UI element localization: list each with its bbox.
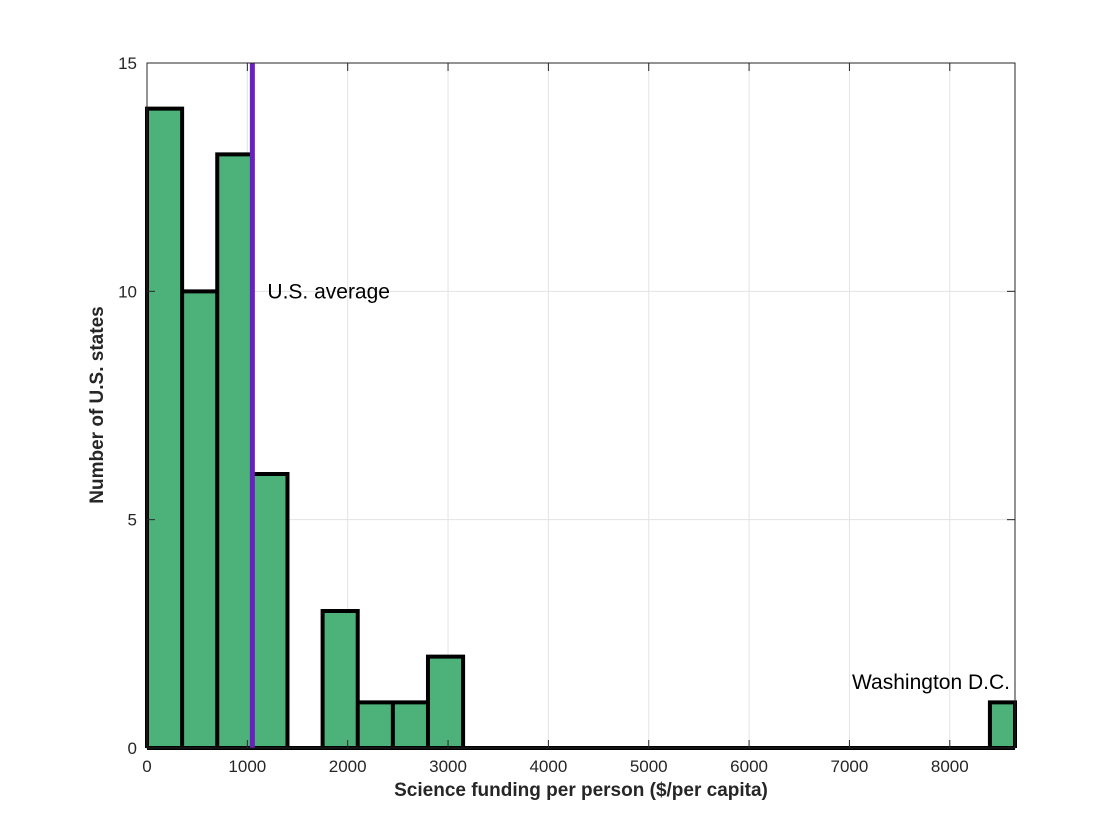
plot-background — [147, 63, 1015, 748]
x-axis-label: Science funding per person ($/per capita… — [394, 780, 768, 801]
x-tick-label: 5000 — [630, 757, 668, 776]
x-tick-label: 0 — [142, 757, 151, 776]
annotation-label: U.S. average — [267, 280, 390, 303]
histogram-bar — [182, 291, 218, 748]
histogram-bar — [427, 656, 464, 748]
histogram-bar — [217, 154, 253, 749]
histogram-bar — [989, 702, 1015, 748]
histogram-bar — [147, 108, 183, 748]
x-tick-label: 4000 — [529, 757, 567, 776]
axes-box — [146, 62, 1016, 749]
x-tick-label: 6000 — [730, 757, 768, 776]
axis-ticks — [146, 62, 1015, 749]
x-tick-label: 7000 — [831, 757, 869, 776]
x-tick-label: 1000 — [228, 757, 266, 776]
y-tick-labels: 0 5 10 15 — [118, 54, 137, 758]
y-tick-label: 0 — [128, 739, 137, 758]
y-tick-label: 15 — [118, 54, 137, 73]
y-axis-label: Number of U.S. states — [87, 306, 108, 503]
annotations: U.S. average Washington D.C. — [267, 280, 1010, 693]
x-tick-label: 2000 — [329, 757, 367, 776]
annotation-label: Washington D.C. — [852, 671, 1010, 694]
grid-lines — [147, 63, 1015, 748]
histogram-bar — [322, 611, 358, 748]
histogram-bar — [357, 702, 393, 748]
histogram-bar — [392, 702, 428, 748]
y-tick-label: 10 — [118, 282, 137, 301]
x-tick-label: 3000 — [429, 757, 467, 776]
x-tick-label: 8000 — [931, 757, 969, 776]
x-tick-labels: 0 1000 2000 3000 4000 5000 6000 7000 8000 — [142, 757, 968, 776]
histogram-bars — [147, 108, 1015, 749]
histogram-bar — [252, 474, 288, 748]
y-tick-label: 5 — [128, 511, 137, 530]
